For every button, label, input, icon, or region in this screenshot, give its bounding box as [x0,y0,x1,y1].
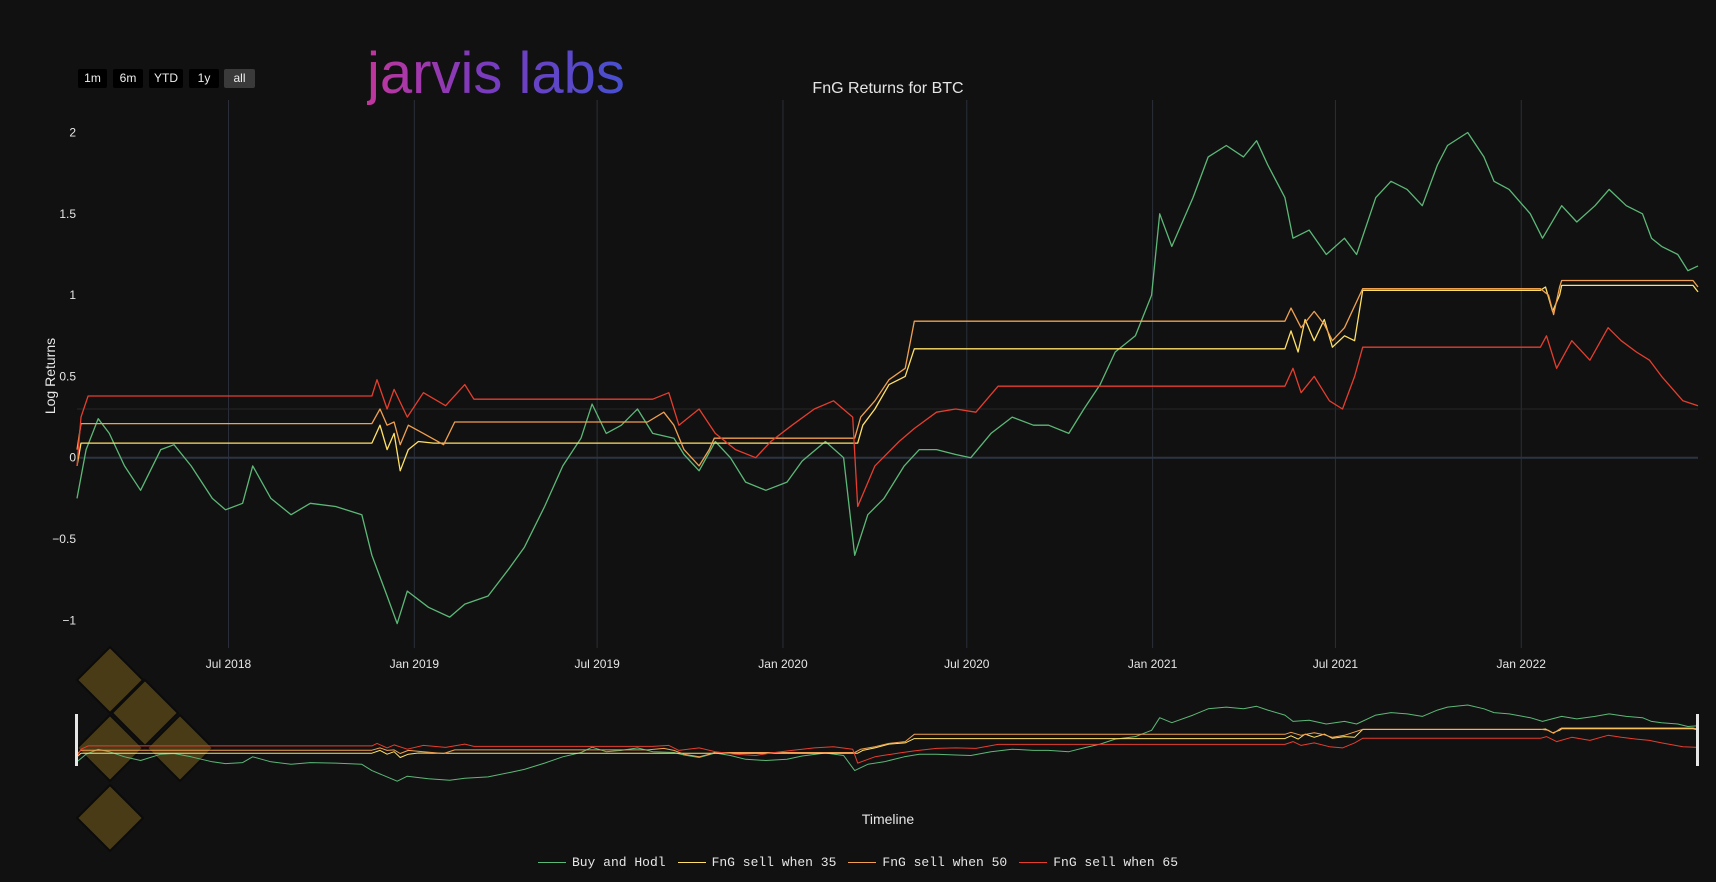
legend-swatch [848,862,877,864]
x-tick-label: Jan 2022 [1497,657,1547,671]
legend-label: FnG sell when 50 [882,855,1008,870]
series-line-3 [76,327,1699,508]
y-tick-label: 2 [69,126,76,140]
chart-title: FnG Returns for BTC [812,80,964,97]
range-button-ytd[interactable]: YTD [149,69,183,88]
slider-handle-left [75,714,78,766]
legend-swatch [677,862,706,864]
x-tick-label: Jul 2020 [944,657,990,671]
rangeslider-label: Timeline [861,811,915,827]
x-tick-label: Jul 2021 [1313,657,1359,671]
legend-label: Buy and Hodl [571,855,666,870]
watermark-diamonds-icon [75,645,215,853]
y-tick-label: −0.5 [52,532,76,546]
series-line-1 [76,284,1699,472]
rangeslider[interactable] [75,704,1699,782]
legend-item-3[interactable]: FnG sell when 65 [1019,855,1178,870]
y-tick-label: 1 [69,288,76,302]
y-tick-label: −1 [62,613,76,627]
series-line-2 [76,279,1699,467]
slider-line-1 [76,728,1699,758]
legend-label: FnG sell when 65 [1053,855,1179,870]
slider-line-2 [76,727,1699,758]
x-tick-label: Jan 2021 [1128,657,1178,671]
legend-item-1[interactable]: FnG sell when 35 [677,855,837,870]
series-line-0 [76,131,1699,625]
range-button-all[interactable]: all [224,69,255,88]
y-tick-label: 0 [69,451,76,465]
x-tick-label: Jan 2020 [758,657,808,671]
legend-swatch [1019,862,1048,864]
range-button-1y[interactable]: 1y [189,69,219,88]
y-tick-label: 1.5 [59,207,76,221]
range-button-1m[interactable]: 1m [78,69,107,88]
range-button-6m[interactable]: 6m [113,69,143,88]
logo-text: jarvis labs [367,41,625,106]
y-tick-label: 0.5 [59,369,76,383]
x-tick-label: Jul 2019 [574,657,620,671]
x-tick-label: Jan 2019 [390,657,440,671]
legend-item-2[interactable]: FnG sell when 50 [848,855,1007,870]
series-group [76,131,1699,625]
legend: Buy and Hodl FnG sell when 35 FnG sell whe… [0,855,1716,870]
axis-ticks: Jul 2018 Jan 2019 Jul 2019 Jan 2020 Jul 2020… [52,126,1546,671]
legend-label: FnG sell when 35 [711,855,837,870]
x-tick-label: Jul 2018 [206,657,252,671]
legend-item-0[interactable]: Buy and Hodl [537,855,666,870]
slider-handle-right [1696,714,1699,766]
slider-line-3 [76,734,1699,764]
slider-line-0 [76,704,1699,782]
grid-lines [77,100,1698,648]
jarvis-labs-logo: jarvis labs [367,44,625,104]
legend-swatch [537,862,566,864]
